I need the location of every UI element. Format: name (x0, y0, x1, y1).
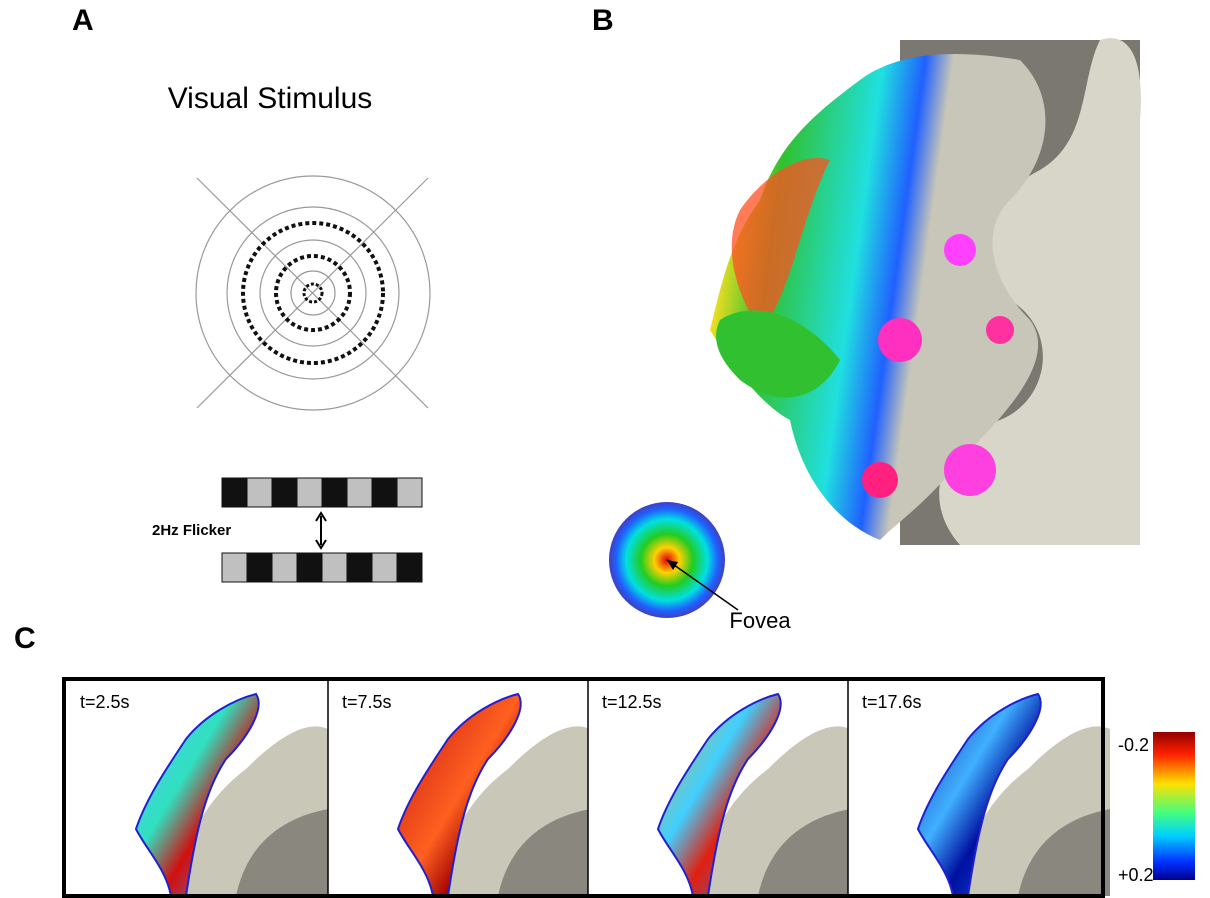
check (372, 478, 397, 507)
check (347, 478, 372, 507)
figure: A Visual Stimulus 2Hz Flicker B Fovea C … (0, 0, 1210, 898)
time-frames: t=2.5s t=7.5s t=12.5s t=17.6s (66, 679, 1110, 896)
check (397, 553, 422, 582)
check (297, 553, 322, 582)
check (247, 553, 272, 582)
panel-title: Visual Stimulus (168, 82, 373, 115)
check (272, 478, 297, 507)
frame-label: t=2.5s (80, 692, 130, 712)
colorbar (1153, 732, 1195, 880)
frame-label: t=17.6s (862, 692, 922, 712)
frame: t=12.5s (588, 679, 850, 896)
colorbar-bottom-label: +0.2 (1118, 865, 1154, 885)
check (247, 478, 272, 507)
colorbar-top-label: -0.2 (1118, 735, 1149, 755)
check (372, 553, 397, 582)
frame-label: t=7.5s (342, 692, 392, 712)
check (272, 553, 297, 582)
check (347, 553, 372, 582)
frame: t=17.6s (848, 679, 1110, 896)
flicker-label: 2Hz Flicker (152, 522, 231, 539)
check (297, 478, 322, 507)
stimulus-rings (196, 176, 430, 410)
check (222, 478, 247, 507)
brain-map (710, 38, 1141, 545)
frame: t=2.5s (66, 679, 328, 896)
check (397, 478, 422, 507)
frame-label: t=12.5s (602, 692, 662, 712)
frame: t=7.5s (328, 679, 590, 896)
panel-label: A (72, 4, 94, 37)
panel-label: C (14, 622, 36, 655)
panel-label: B (592, 4, 614, 37)
check (322, 553, 347, 582)
check (322, 478, 347, 507)
check (222, 553, 247, 582)
fovea-label: Fovea (729, 608, 791, 633)
